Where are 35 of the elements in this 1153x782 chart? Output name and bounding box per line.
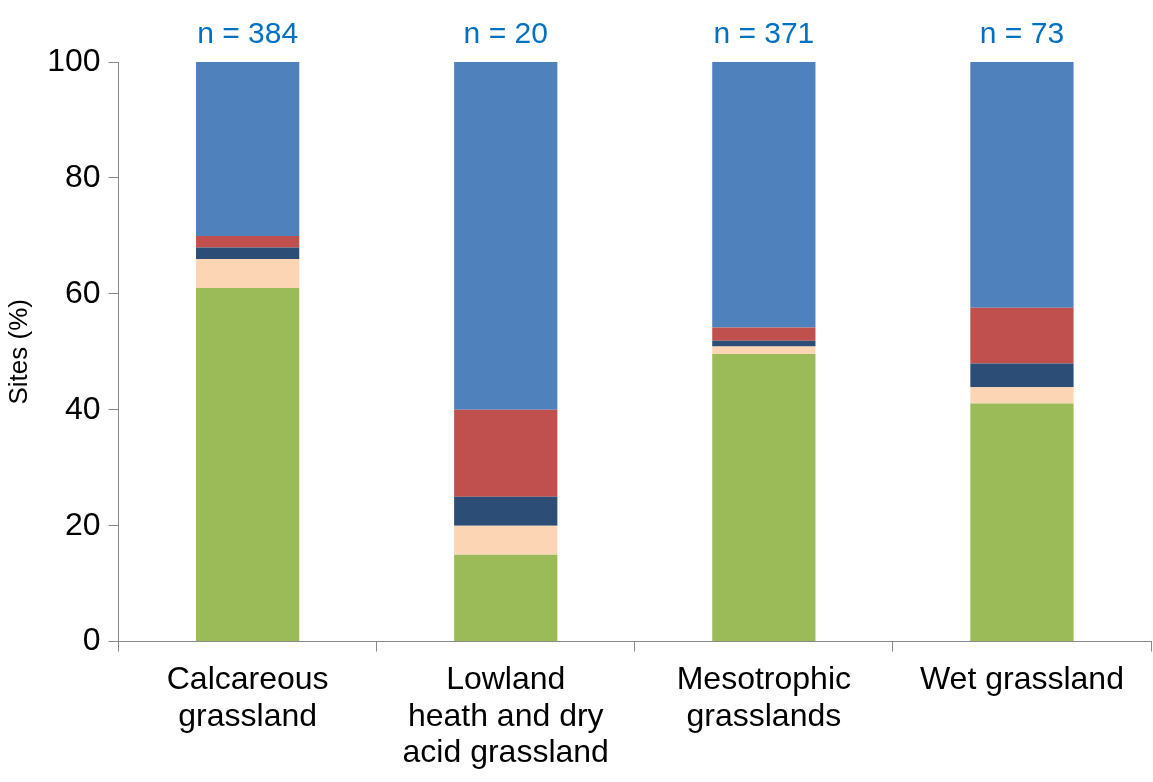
- bar: [454, 525, 558, 555]
- x-tick-label: Lowland heath and dry acid grassland: [402, 659, 609, 770]
- x-tick-label: Calcareous grassland: [166, 659, 329, 733]
- bar: [712, 346, 816, 355]
- x-tick-label: Wet grassland: [919, 659, 1124, 696]
- bar: [712, 340, 816, 347]
- bar: [970, 403, 1074, 642]
- annotation: n = 371: [713, 16, 815, 50]
- annotation: n = 384: [197, 16, 299, 50]
- y-tick-label: 100: [47, 41, 101, 78]
- bar: [970, 307, 1074, 364]
- bar: [454, 62, 558, 410]
- bar: [712, 327, 816, 341]
- bar: [196, 247, 300, 260]
- annotation: n = 20: [463, 16, 548, 50]
- y-tick-label: 20: [65, 505, 101, 542]
- y-tick-label: 60: [65, 273, 101, 310]
- y-tick-label: 0: [82, 621, 101, 658]
- y-tick-label: 40: [65, 389, 101, 426]
- bar: [970, 62, 1074, 308]
- bar: [196, 259, 300, 289]
- annotation: n = 73: [979, 16, 1065, 50]
- bar: [970, 387, 1074, 404]
- bar: [454, 409, 558, 497]
- bar: [196, 62, 300, 236]
- bar: [196, 288, 300, 642]
- bar: [196, 235, 300, 248]
- y-tick-label: 80: [65, 157, 101, 194]
- x-tick-label: Mesotrophic grasslands: [676, 659, 851, 733]
- bar: [970, 363, 1074, 388]
- y-axis-title: Sites (%): [2, 299, 33, 405]
- bar: [712, 62, 816, 328]
- bar: [712, 354, 816, 642]
- bar: [454, 496, 558, 526]
- bar: [454, 554, 558, 642]
